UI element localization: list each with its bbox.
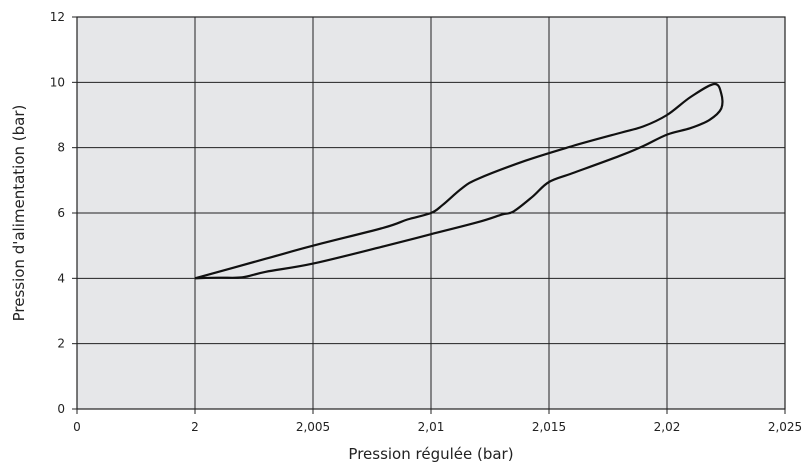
y-tick-label: 2: [57, 337, 65, 351]
x-tick-label: 2,025: [768, 420, 802, 434]
x-tick-label: 2,015: [532, 420, 566, 434]
x-tick-label: 2,005: [296, 420, 330, 434]
x-axis-label: Pression régulée (bar): [348, 445, 513, 463]
y-tick-label: 0: [57, 402, 65, 416]
y-tick-label: 6: [57, 206, 65, 220]
hysteresis-curve: [194, 82, 724, 280]
y-tick-label: 8: [57, 141, 65, 155]
y-tick-labels: 0 2 4 6 8 10 12: [50, 10, 65, 416]
x-tick-labels: 0 2 2,005 2,01 2,015 2,02 2,025: [73, 420, 802, 434]
y-axis-label: Pression d'alimentation (bar): [10, 105, 28, 322]
y-tick-label: 12: [50, 10, 65, 24]
x-tick-label: 2: [191, 420, 199, 434]
x-tick-label: 2,02: [654, 420, 681, 434]
x-tick-label: 2,01: [418, 420, 445, 434]
y-tick-label: 4: [57, 271, 65, 285]
x-tick-label: 0: [73, 420, 81, 434]
y-tick-label: 10: [50, 75, 65, 89]
